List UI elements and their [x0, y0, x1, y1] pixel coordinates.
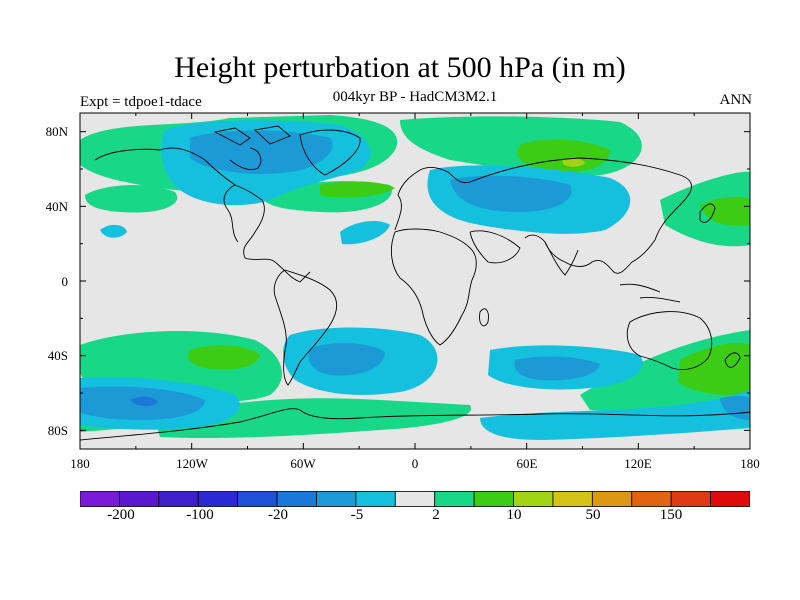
anomaly-region-positive-strong [188, 345, 260, 370]
colorbar-box [316, 491, 357, 507]
season-label: ANN [719, 92, 753, 108]
anomaly-region-positive-strong [678, 343, 750, 396]
lon-tick-label: 60E [516, 456, 538, 471]
colorbar-box [80, 491, 120, 507]
anomaly-region-negative-strong [720, 396, 750, 420]
lon-tick-label: 60W [290, 456, 316, 471]
anomaly-region-negative-strong [308, 343, 385, 376]
colorbar-label: -20 [268, 507, 288, 523]
coastlines [80, 125, 750, 441]
colorbar-label: -100 [186, 507, 214, 523]
colorbar-label: -5 [350, 507, 364, 523]
lat-tick-label: 40S [47, 348, 68, 363]
colorbar-label: -200 [107, 507, 135, 523]
coast-arabia [469, 230, 521, 264]
axis-ticks [79, 113, 751, 449]
colorbar-box [276, 491, 317, 507]
coast-africa [390, 228, 477, 346]
colorbar [80, 491, 750, 507]
colorbar-box [434, 491, 475, 507]
coast-asia [469, 157, 692, 274]
anomaly-region-negative [340, 220, 390, 245]
colorbar-box [119, 491, 160, 507]
coast-north-america [94, 147, 311, 283]
lon-tick-label: 180 [70, 456, 90, 471]
colorbar-box [513, 491, 554, 507]
lat-tick-label: 80S [47, 423, 68, 438]
chart-subtitle: 004kyr BP - HadCM3M2.1 [332, 89, 498, 105]
lon-tick-label: 0 [411, 456, 419, 471]
perturbation-field [80, 115, 750, 440]
coast-europe [394, 166, 471, 231]
colorbar-box [158, 491, 199, 507]
colorbar-box [473, 491, 514, 507]
colorbar-label: 150 [659, 507, 683, 523]
lon-tick-label: 120W [176, 456, 208, 471]
colorbar-box [394, 491, 436, 507]
colorbar-box [197, 491, 239, 507]
colorbar-label: 2 [432, 507, 440, 523]
anomaly-region-negative [100, 224, 127, 238]
coast-japan [699, 203, 716, 223]
colorbar-box [591, 491, 633, 507]
coast-indian-subcontinent [544, 241, 579, 276]
colorbar-box [631, 491, 672, 507]
lon-tick-label: 180 [740, 456, 760, 471]
experiment-label: Expt = tdpoe1-tdace [80, 94, 202, 110]
anomaly-region-negative-strong [450, 175, 572, 212]
anomaly-region-positive-strong [517, 139, 610, 172]
colorbar-label: 50 [585, 507, 601, 523]
anomaly-region-negative-strong [190, 130, 333, 175]
lat-tick-label: 80N [45, 124, 68, 139]
lat-tick-label: 40N [45, 199, 68, 214]
colorbar-label: 10 [506, 507, 522, 523]
coast-australia [626, 311, 713, 370]
chart-title: Height perturbation at 500 hPa (in m) [174, 51, 626, 84]
coast-hudson-bay [229, 147, 262, 171]
coast-canadian-arctic [213, 125, 291, 146]
coast-madagascar [479, 308, 489, 327]
lon-tick-label: 120E [624, 456, 652, 471]
anomaly-region-negative [480, 390, 750, 440]
colorbar-box [355, 491, 396, 507]
colorbar-box [670, 491, 711, 507]
coast-indonesia [619, 283, 681, 303]
coast-south-america [273, 269, 338, 386]
anomaly-region-negative-strong [514, 356, 600, 381]
colorbar-box [710, 491, 750, 507]
colorbar-box [237, 491, 278, 507]
anomaly-region-positive-peak [563, 157, 585, 167]
coast-new-zealand [724, 352, 741, 368]
coast-greenland [299, 129, 361, 176]
anomaly-region-positive [85, 184, 178, 213]
coast-antarctica [80, 408, 750, 441]
lat-tick-label: 0 [61, 274, 69, 289]
colorbar-box [552, 491, 593, 507]
anomaly-region-negative-peak [130, 396, 158, 407]
anomaly-region-positive-strong [320, 181, 395, 198]
